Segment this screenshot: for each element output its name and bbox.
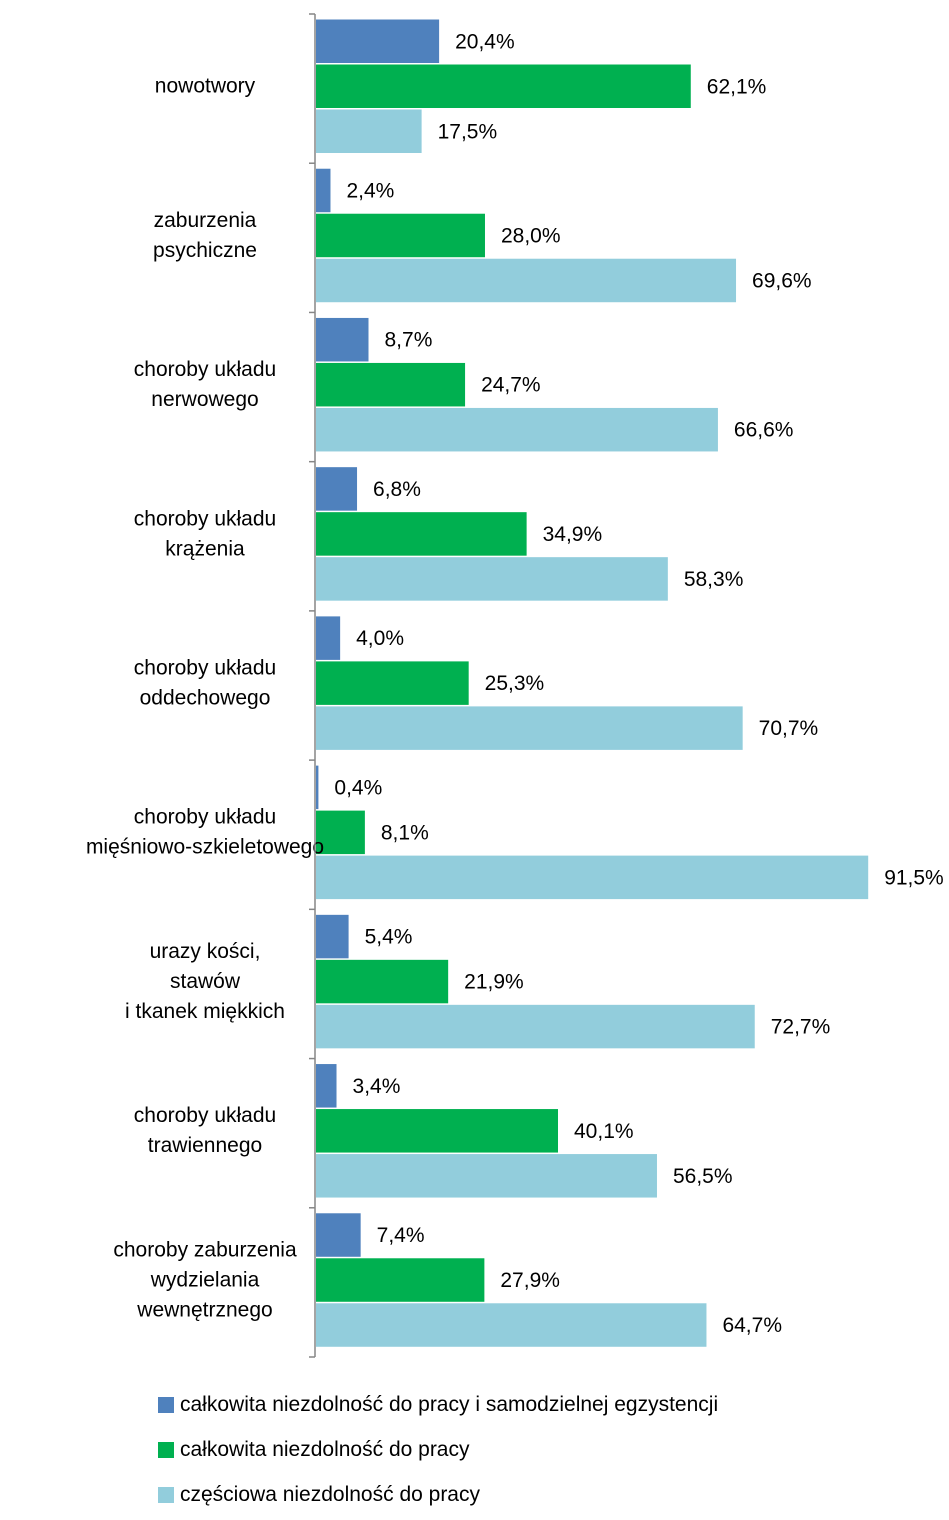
category-label-5-line-2: oddechowego — [140, 687, 271, 710]
legend-item-series-3: częściowa niezdolność do pracy — [158, 1475, 718, 1515]
data-label-series-3-cat-7: 72,7% — [771, 1016, 831, 1039]
bar-series-3-cat-9 — [316, 1303, 707, 1347]
bar-series-2-cat-4 — [316, 512, 527, 556]
category-label-4-line-2: krążenia — [165, 537, 245, 560]
bar-series-1-cat-1 — [316, 19, 440, 63]
data-label-series-2-cat-3: 24,7% — [481, 374, 541, 397]
data-label-series-3-cat-4: 58,3% — [684, 568, 744, 591]
data-label-series-1-cat-8: 3,4% — [353, 1075, 401, 1098]
category-label-7-line-3: i tkanek miękkich — [125, 1000, 285, 1023]
bar-series-1-cat-3 — [316, 317, 369, 362]
bar-series-2-cat-8 — [316, 1109, 559, 1153]
category-label-8-line-2: trawiennego — [148, 1134, 262, 1157]
bar-series-3-cat-2 — [316, 258, 737, 303]
data-label-series-2-cat-6: 8,1% — [381, 821, 429, 844]
bar-series-3-cat-7 — [316, 1004, 755, 1049]
data-label-series-2-cat-9: 27,9% — [500, 1269, 560, 1292]
category-label-2-line-1: zaburzenia — [154, 209, 257, 232]
bar-series-2-cat-5 — [316, 661, 469, 705]
legend-label-series-3: częściowa niezdolność do pracy — [180, 1483, 480, 1506]
bar-series-1-cat-5 — [316, 616, 341, 660]
bar-series-2-cat-3 — [316, 362, 466, 407]
data-label-series-3-cat-5: 70,7% — [759, 717, 819, 740]
category-label-5-line-1: choroby układu — [134, 657, 276, 680]
data-label-series-1-cat-9: 7,4% — [377, 1224, 425, 1247]
bar-series-3-cat-3 — [316, 407, 718, 452]
legend-item-series-2: całkowita niezdolność do pracy — [158, 1430, 718, 1470]
bar-series-2-cat-6 — [316, 810, 365, 855]
data-label-series-3-cat-9: 64,7% — [722, 1314, 782, 1337]
legend-label-series-2: całkowita niezdolność do pracy — [180, 1438, 470, 1461]
bar-series-1-cat-8 — [316, 1064, 337, 1108]
category-label-7-line-2: stawów — [170, 970, 241, 993]
bar-series-3-cat-8 — [316, 1154, 657, 1198]
category-label-9-line-1: choroby zaburzenia — [113, 1238, 297, 1261]
bar-series-2-cat-2 — [316, 213, 485, 258]
data-label-series-1-cat-5: 4,0% — [356, 627, 404, 650]
bar-series-3-cat-6 — [316, 855, 869, 900]
bar-series-2-cat-7 — [316, 959, 449, 1004]
data-label-series-2-cat-5: 25,3% — [485, 672, 545, 695]
data-label-series-2-cat-1: 62,1% — [707, 75, 767, 98]
legend-label-series-1: całkowita niezdolność do pracy i samodzi… — [180, 1393, 719, 1416]
category-label-3-line-2: nerwowego — [151, 388, 258, 411]
category-label-2-line-2: psychiczne — [153, 239, 257, 262]
data-label-series-1-cat-1: 20,4% — [455, 30, 515, 53]
data-label-series-3-cat-6: 91,5% — [884, 866, 944, 889]
category-label-1-line-1: nowotwory — [155, 75, 256, 98]
bar-chart: 20,4% 62,1% 17,5% nowotwory 2,4% 28,0% 69,6% za… — [86, 13, 944, 1358]
data-label-series-2-cat-2: 28,0% — [501, 224, 561, 247]
data-label-series-1-cat-6: 0,4% — [334, 776, 382, 799]
data-label-series-1-cat-4: 6,8% — [373, 478, 421, 501]
category-label-6-line-1: choroby układu — [134, 806, 276, 829]
legend-item-series-1: całkowita niezdolność do pracy i samodzi… — [158, 1385, 718, 1425]
legend-swatch-series-2 — [158, 1442, 174, 1458]
bar-series-1-cat-4 — [316, 467, 358, 511]
bar-series-1-cat-9 — [316, 1213, 361, 1257]
category-label-9-line-2: wydzielania — [150, 1268, 260, 1291]
category-label-9-line-3: wewnętrznego — [136, 1298, 272, 1321]
category-label-4-line-1: choroby układu — [134, 507, 276, 530]
data-label-series-3-cat-8: 56,5% — [673, 1165, 733, 1188]
legend-swatch-series-3 — [158, 1487, 174, 1503]
bar-series-1-cat-7 — [316, 914, 349, 959]
bar-series-2-cat-1 — [316, 64, 691, 108]
data-label-series-1-cat-7: 5,4% — [365, 926, 413, 949]
data-label-series-2-cat-8: 40,1% — [574, 1120, 634, 1143]
data-label-series-3-cat-1: 17,5% — [438, 120, 498, 143]
data-label-series-3-cat-3: 66,6% — [734, 419, 794, 442]
legend: całkowita niezdolność do pracy i samodzi… — [158, 1385, 718, 1520]
bar-series-3-cat-1 — [316, 109, 422, 153]
bar-series-3-cat-4 — [316, 557, 668, 601]
bar-series-2-cat-9 — [316, 1258, 485, 1302]
category-label-3-line-1: choroby układu — [134, 358, 276, 381]
category-label-8-line-1: choroby układu — [134, 1104, 276, 1127]
data-label-series-1-cat-3: 8,7% — [385, 329, 433, 352]
bar-series-1-cat-6 — [316, 765, 319, 810]
category-label-6-line-2: mięśniowo-szkieletowego — [86, 836, 324, 859]
category-label-7-line-1: urazy kości, — [150, 940, 261, 963]
data-label-series-2-cat-7: 21,9% — [464, 971, 524, 994]
data-label-series-3-cat-2: 69,6% — [752, 269, 812, 292]
bar-series-1-cat-2 — [316, 168, 331, 213]
data-label-series-2-cat-4: 34,9% — [543, 523, 603, 546]
legend-swatch-series-1 — [158, 1397, 174, 1413]
data-label-series-1-cat-2: 2,4% — [346, 179, 394, 202]
bar-series-3-cat-5 — [316, 706, 743, 750]
